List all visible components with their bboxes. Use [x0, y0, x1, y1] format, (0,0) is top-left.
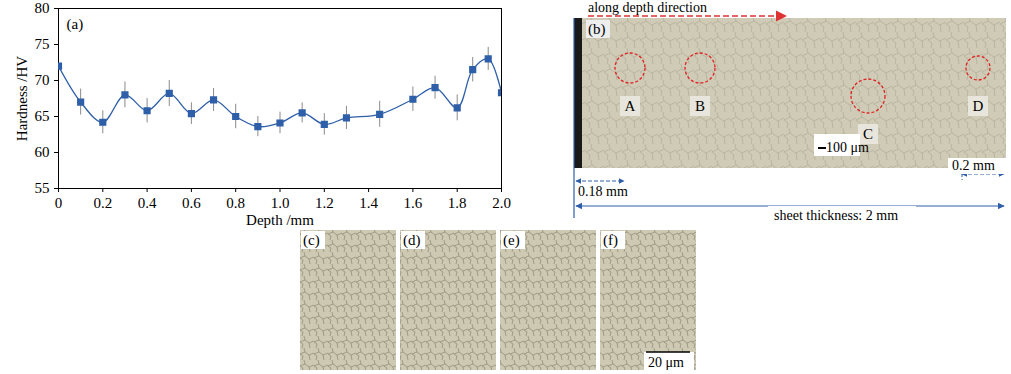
svg-text:75: 75	[35, 36, 50, 52]
svg-text:100 μm: 100 μm	[826, 140, 869, 155]
svg-text:2.0: 2.0	[492, 195, 511, 211]
svg-text:20 μm: 20 μm	[648, 355, 684, 370]
svg-text:0.2 mm: 0.2 mm	[952, 158, 995, 173]
svg-text:B: B	[695, 98, 705, 114]
svg-text:Depth /mm: Depth /mm	[246, 212, 314, 228]
svg-text:1.4: 1.4	[359, 195, 378, 211]
svg-text:C: C	[863, 126, 873, 142]
svg-text:1.6: 1.6	[404, 195, 423, 211]
svg-text:55: 55	[35, 180, 50, 196]
svg-text:80: 80	[35, 0, 50, 16]
svg-text:sheet thickness: 2 mm: sheet thickness: 2 mm	[774, 208, 898, 223]
svg-text:along depth direction: along depth direction	[588, 0, 707, 15]
svg-text:(a): (a)	[67, 16, 84, 33]
svg-text:(c): (c)	[303, 232, 320, 249]
svg-text:0.8: 0.8	[226, 195, 245, 211]
svg-text:1.8: 1.8	[448, 195, 467, 211]
svg-text:1.0: 1.0	[271, 195, 290, 211]
svg-text:65: 65	[35, 108, 50, 124]
svg-text:D: D	[973, 98, 984, 114]
svg-text:(e): (e)	[503, 232, 520, 249]
svg-text:0.4: 0.4	[138, 195, 157, 211]
svg-text:1.2: 1.2	[315, 195, 334, 211]
svg-text:A: A	[625, 98, 636, 114]
svg-text:Hardness /HV: Hardness /HV	[14, 56, 30, 142]
svg-text:0.6: 0.6	[182, 195, 201, 211]
svg-text:(b): (b)	[588, 21, 606, 38]
svg-text:0.2: 0.2	[93, 195, 112, 211]
svg-text:(f): (f)	[603, 232, 618, 249]
svg-text:0.18 mm: 0.18 mm	[578, 184, 628, 199]
svg-text:60: 60	[35, 144, 50, 160]
svg-text:0: 0	[55, 195, 63, 211]
svg-text:(d): (d)	[403, 232, 421, 249]
svg-text:70: 70	[35, 72, 50, 88]
